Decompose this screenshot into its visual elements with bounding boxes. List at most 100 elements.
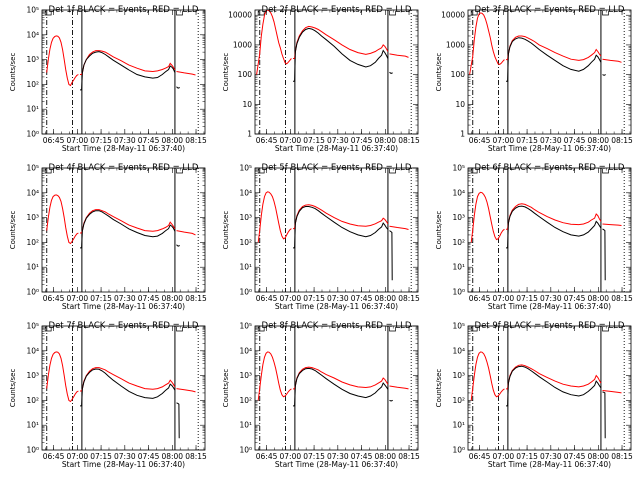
series-group [46, 194, 196, 249]
y-tick-label: 10³ [26, 213, 39, 222]
y-tick-label: 10¹ [26, 263, 39, 272]
y-tick-label: 10² [239, 396, 252, 405]
y-tick-label: 10³ [452, 371, 465, 380]
x-tick-label: 07:00 [280, 136, 302, 145]
x-tick-label: 07:45 [564, 294, 586, 303]
lld-series-line [176, 388, 196, 393]
x-axis-label: Start Time (28-May-11 06:37:40) [275, 302, 398, 311]
y-tick-label: 10⁵ [26, 322, 39, 331]
x-tick-label: 07:00 [67, 136, 89, 145]
lld-series-line [506, 35, 602, 61]
x-tick-label: 08:15 [398, 136, 420, 145]
events-series-line [176, 244, 180, 247]
lld-series-line [80, 209, 176, 234]
x-tick-label: 07:15 [90, 452, 112, 461]
plot-frame [41, 9, 206, 135]
y-tick-label: 10000 [228, 11, 252, 20]
top-bracket-mark [389, 11, 396, 16]
detector-panel: 1 10 100 1000 10000 06:45 07:00 07:15 07:30 07:45… [435, 5, 633, 153]
x-tick-label: 07:45 [564, 452, 586, 461]
y-axis-label: Counts/sec [222, 211, 230, 250]
y-tick-label: 10⁵ [26, 164, 39, 173]
x-axis-label: Start Time (28-May-11 06:37:40) [488, 302, 611, 311]
y-tick-label: 10⁰ [26, 446, 39, 455]
y-tick-label: 10² [26, 396, 39, 405]
top-bracket-mark [470, 11, 478, 16]
y-tick-label: 10² [452, 396, 465, 405]
top-bracket-mark [44, 327, 52, 332]
series-group [470, 191, 622, 281]
y-tick-label: 10⁴ [452, 346, 465, 355]
y-tick-label: 10² [452, 238, 465, 247]
x-tick-label: 07:15 [516, 294, 538, 303]
y-tick-label: 10⁰ [452, 446, 465, 455]
events-series-line [389, 399, 393, 402]
lld-series-line [389, 53, 409, 58]
events-series-line [293, 367, 389, 407]
series-group [256, 10, 409, 82]
plot-frame [254, 9, 419, 135]
x-tick-label: 07:15 [516, 136, 538, 145]
x-tick-label: 08:15 [185, 136, 207, 145]
y-axis-label: Counts/sec [9, 53, 17, 92]
x-tick-label: 07:30 [540, 136, 562, 145]
panel-title: Det 4f BLACK = Events, RED = LLD [49, 163, 199, 173]
events-series-line [506, 365, 602, 407]
x-tick-label: 07:15 [303, 136, 325, 145]
x-tick-label: 07:30 [114, 452, 136, 461]
plot-frame [254, 167, 419, 293]
x-tick-label: 08:15 [185, 294, 207, 303]
events-series-line [176, 402, 180, 439]
top-bracket-mark [176, 169, 183, 174]
y-tick-label: 10⁴ [239, 346, 252, 355]
panel-title: Det 2f BLACK = Events, RED = LLD [262, 5, 412, 15]
x-tick-label: 08:00 [587, 294, 609, 303]
x-tick-label: 07:45 [351, 294, 373, 303]
y-tick-label: 10³ [26, 55, 39, 64]
x-tick-label: 07:30 [540, 452, 562, 461]
plot-frame [467, 9, 632, 135]
panel-title: Det 7f BLACK = Events, RED = LLD [49, 321, 199, 331]
y-tick-label: 10⁰ [239, 288, 252, 297]
lld-series-line [80, 367, 176, 392]
series-group [470, 351, 622, 439]
top-bracket-mark [389, 327, 396, 332]
lld-series-line [293, 366, 389, 390]
y-axis-label: Counts/sec [9, 211, 17, 250]
y-tick-label: 10¹ [26, 421, 39, 430]
y-tick-label: 10¹ [452, 263, 465, 272]
y-tick-label: 10³ [239, 371, 252, 380]
x-tick-label: 06:45 [469, 452, 491, 461]
y-tick-label: 1 [460, 130, 465, 139]
top-bracket-mark [257, 169, 265, 174]
y-axis-label: Counts/sec [435, 211, 443, 250]
x-tick-label: 08:15 [398, 452, 420, 461]
y-axis-label: Counts/sec [435, 53, 443, 92]
y-axis-label: Counts/sec [222, 369, 230, 408]
panel-title: Det 9f BLACK = Events, RED = LLD [475, 321, 625, 331]
series-group [257, 191, 409, 281]
lld-series-line [257, 191, 292, 243]
x-tick-label: 07:00 [493, 452, 515, 461]
x-tick-label: 08:15 [185, 452, 207, 461]
y-tick-label: 10⁰ [26, 130, 39, 139]
x-tick-label: 07:30 [327, 294, 349, 303]
lld-series-line [46, 351, 79, 403]
x-tick-label: 07:45 [351, 136, 373, 145]
y-tick-label: 10² [26, 238, 39, 247]
x-tick-label: 07:45 [351, 452, 373, 461]
top-bracket-mark [470, 327, 478, 332]
x-tick-label: 08:00 [587, 136, 609, 145]
y-tick-label: 10² [239, 238, 252, 247]
top-bracket-mark [602, 327, 609, 332]
y-tick-label: 10⁵ [26, 6, 39, 15]
top-bracket-mark [470, 169, 478, 174]
x-tick-label: 07:00 [280, 452, 302, 461]
x-tick-label: 06:45 [256, 294, 278, 303]
events-series-line [602, 391, 606, 439]
x-axis-label: Start Time (28-May-11 06:37:40) [488, 144, 611, 153]
detector-panel: 10⁰ 10¹ 10² 10³ 10⁴ 10⁵ 06:45 07:00 07:15 07:30 07… [222, 163, 420, 311]
x-tick-label: 07:30 [327, 452, 349, 461]
y-tick-label: 10³ [452, 213, 465, 222]
detector-panel: 10⁰ 10¹ 10² 10³ 10⁴ 10⁵ 06:45 07:00 07:15 07:30 07… [9, 5, 207, 153]
